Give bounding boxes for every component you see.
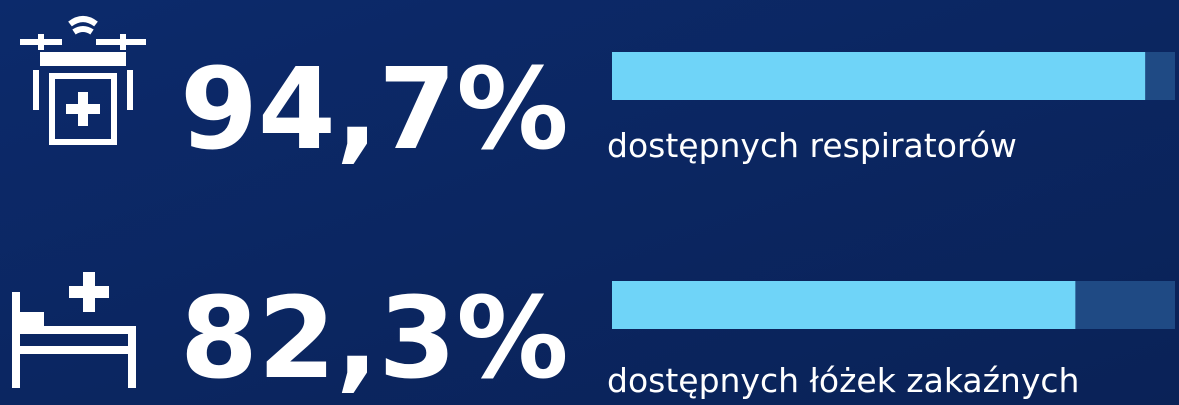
bed-icon [12,272,136,388]
value-label: 94,7% [180,45,569,175]
drone-icon [20,16,146,145]
category-label: dostępnych łóżek zakaźnych [607,361,1079,400]
category-label: dostępnych respiratorów [607,126,1017,165]
bar [612,52,1146,100]
bar [612,281,1076,329]
value-label: 82,3% [180,274,569,404]
